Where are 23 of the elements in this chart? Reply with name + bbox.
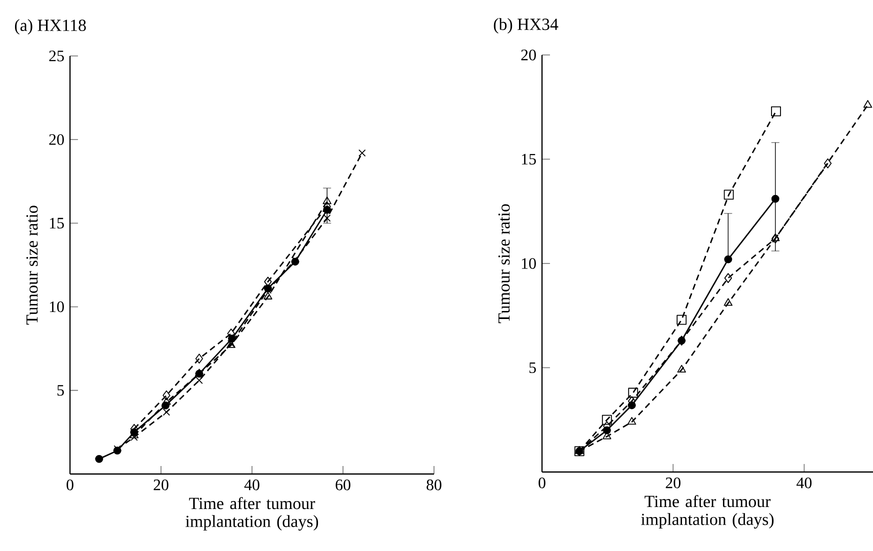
x-tick-label: 0 bbox=[538, 478, 546, 488]
y-tick-label: 15 bbox=[522, 154, 536, 165]
y-tick-label: 15 bbox=[50, 218, 64, 229]
y-tick-label: 10 bbox=[522, 258, 536, 269]
x-tick-label: 0 bbox=[66, 480, 74, 490]
y-tick-label: 5 bbox=[529, 362, 536, 374]
x-axis-title: Time after tumour implantation (days) bbox=[186, 497, 318, 531]
chart-title: (b) HX34 bbox=[494, 18, 558, 34]
y-axis-title: Tumour size ratio bbox=[498, 204, 510, 324]
x-tick-label: 40 bbox=[796, 478, 812, 488]
y-tick-label: 5 bbox=[57, 385, 64, 396]
y-tick-label: 20 bbox=[49, 134, 64, 145]
y-tick-label: 25 bbox=[49, 50, 64, 62]
x-tick-label: 80 bbox=[426, 480, 442, 490]
chart-title: (a) HX118 bbox=[14, 19, 86, 34]
y-tick-label: 20 bbox=[521, 50, 536, 60]
x-axis-title: Time after tumour implantation (days) bbox=[641, 495, 774, 529]
x-tick-label: 40 bbox=[244, 480, 260, 490]
x-tick-label: 20 bbox=[666, 478, 680, 488]
y-tick-label: 10 bbox=[50, 301, 64, 312]
x-tick-label: 60 bbox=[336, 480, 350, 490]
y-axis-title: Tumour size ratio bbox=[26, 206, 38, 325]
x-tick-label: 20 bbox=[154, 480, 168, 490]
